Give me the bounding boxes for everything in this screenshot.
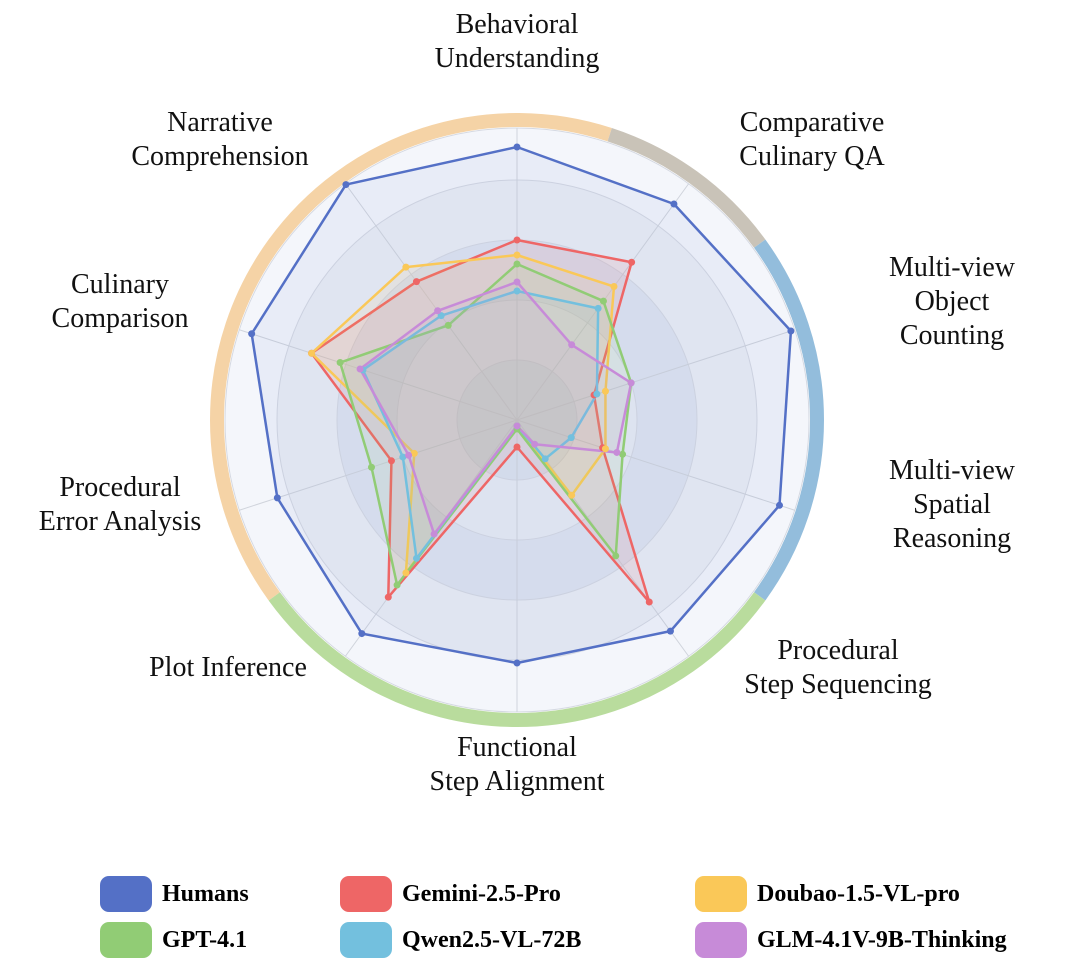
legend-swatch [695,876,747,912]
legend-label: Doubao-1.5-VL-pro [757,880,960,907]
legend-label: GLM-4.1V-9B-Thinking [757,926,1007,953]
data-point [405,451,413,459]
data-point [358,630,366,638]
axis-label: Narrative Comprehension [131,107,309,172]
data-point [513,278,521,286]
data-point [513,659,521,667]
data-point [513,260,521,268]
data-point [273,494,281,502]
data-point [594,304,602,312]
axis-spoke [516,329,795,421]
legend-swatch [100,876,152,912]
data-point [248,330,256,338]
data-point [513,443,521,451]
data-point [367,463,375,471]
data-point [437,312,445,320]
data-point [393,581,401,589]
data-point [568,491,576,499]
axis-spoke [239,329,518,421]
data-point [513,287,521,295]
legend-label: GPT-4.1 [162,926,248,953]
data-point [567,434,575,442]
data-point [670,200,678,208]
data-point [627,379,635,387]
legend-item: GPT-4.1 [100,922,247,958]
axis-spoke [344,183,518,421]
axis-label: Multi-view Object Counting [889,252,1015,351]
axis-label: Multi-view Spatial Reasoning [889,455,1015,554]
data-point [599,297,607,305]
data-point [601,445,609,453]
data-point [402,263,410,271]
data-point [308,349,316,357]
data-point [412,278,420,286]
data-point [434,307,442,315]
data-point [787,327,795,335]
axis-label: Functional Step Alignment [429,732,605,797]
legend-item: Qwen2.5-VL-72B [340,922,581,958]
data-point [513,143,521,151]
data-point [593,390,601,398]
data-point [531,440,539,448]
legend-item: Doubao-1.5-VL-pro [695,876,960,912]
data-point [541,455,549,463]
legend-label: Gemini-2.5-Pro [402,880,561,907]
data-point [430,530,438,538]
data-point [610,283,618,291]
axis-label: Culinary Comparison [51,269,189,334]
data-point [402,569,410,577]
data-point [342,181,350,189]
data-point [336,359,344,367]
data-point [513,422,521,430]
legend-swatch [695,922,747,958]
axis-spoke [239,419,518,511]
legend-swatch [100,922,152,958]
group-band [268,592,766,727]
group-band [607,128,766,248]
axis-spoke [516,419,795,511]
legend-item: Humans [100,876,249,912]
data-point [613,448,621,456]
data-point [356,365,364,373]
data-point [384,593,392,601]
data-point [628,258,636,266]
axis-label: Procedural Error Analysis [38,472,202,537]
data-point [666,627,674,635]
legend-swatch [340,922,392,958]
data-point [568,341,576,349]
data-point [612,552,620,560]
data-point [645,598,653,606]
data-point [387,457,395,465]
data-point [513,251,521,259]
axis-label: Behavioral Understanding [434,9,600,74]
data-point [601,387,609,395]
data-point [513,236,521,244]
group-band [210,113,612,601]
data-point [412,554,420,562]
legend-label: Humans [162,880,249,907]
legend-item: GLM-4.1V-9B-Thinking [695,922,1007,958]
data-point [399,453,407,461]
data-point [410,449,418,457]
axis-label: Procedural Step Sequencing [744,635,932,700]
data-point [444,321,452,329]
axis-label: Plot Inference [149,652,307,683]
axis-label: Comparative Culinary QA [739,107,885,172]
data-point [619,450,627,458]
legend-label: Qwen2.5-VL-72B [402,926,582,953]
group-band [754,239,824,601]
data-point [775,501,783,509]
legend-item: Gemini-2.5-Pro [340,876,561,912]
legend-swatch [340,876,392,912]
